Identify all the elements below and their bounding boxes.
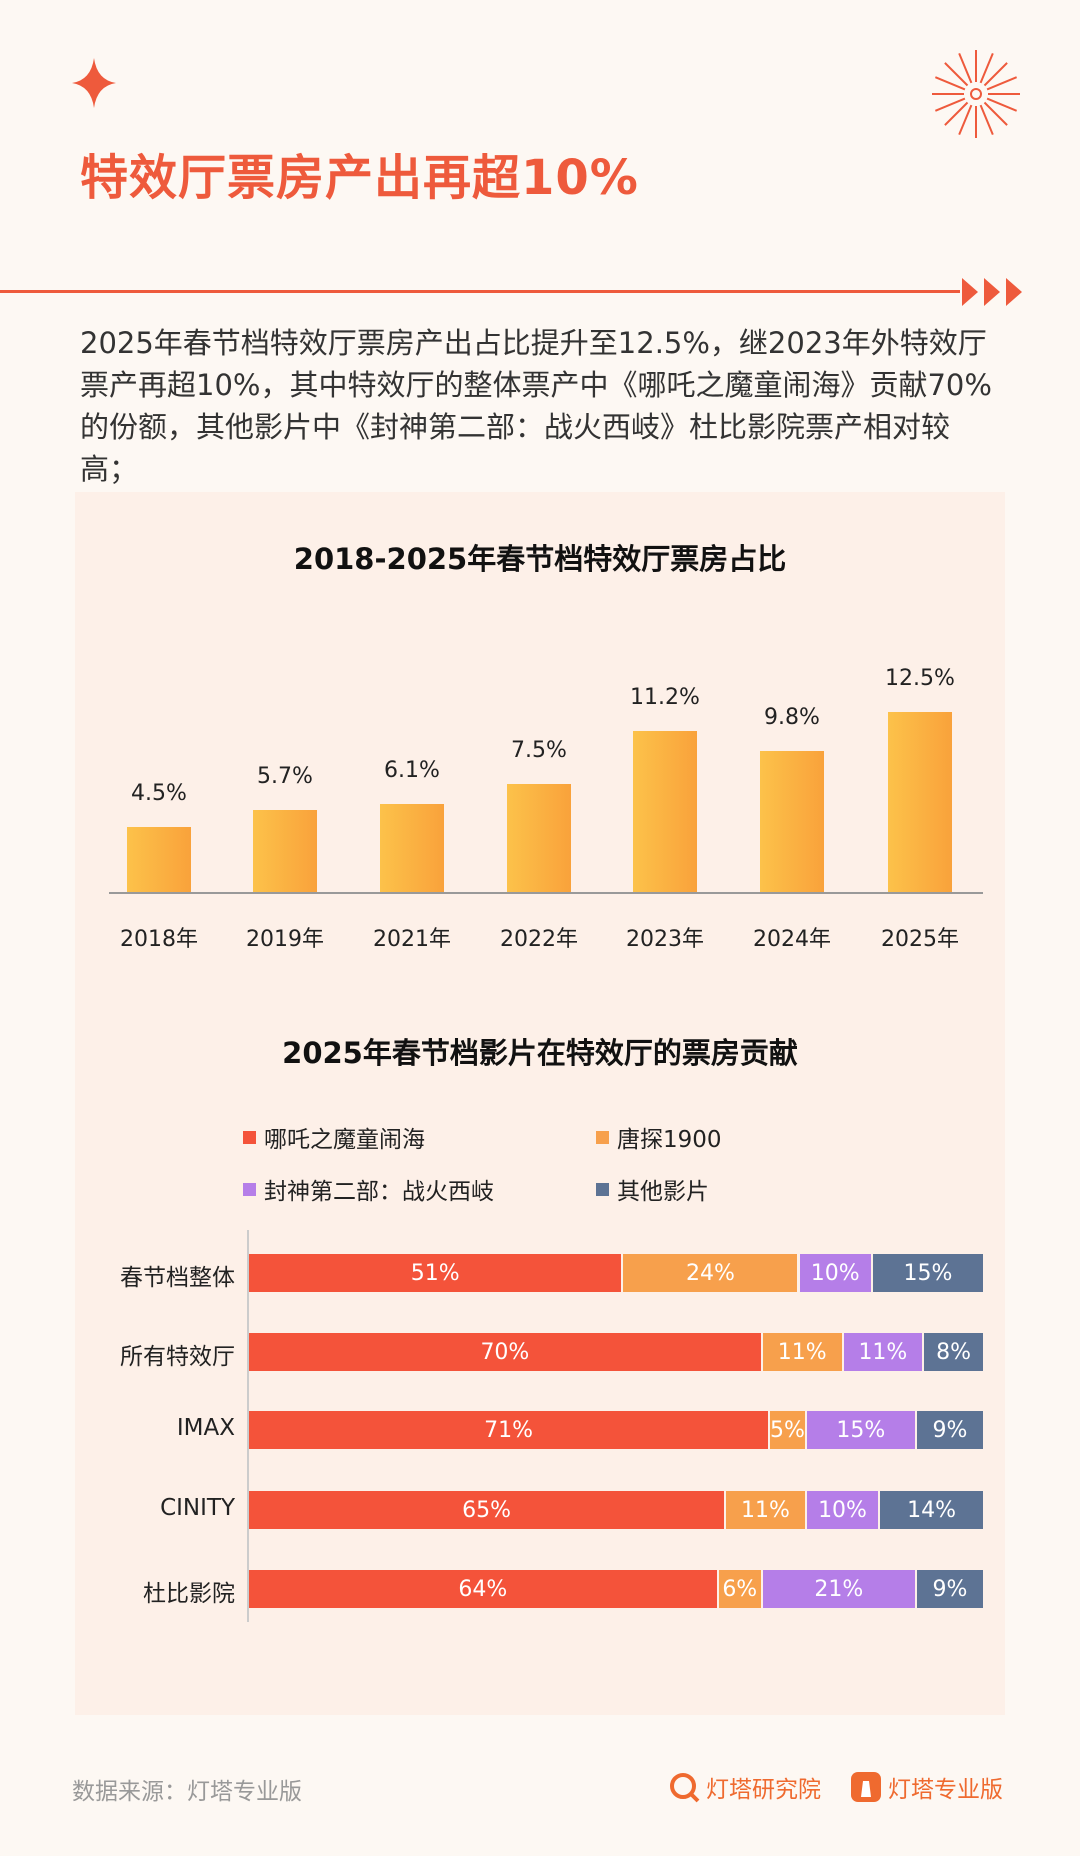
stacked-row: 71% 5% 15% 9% <box>249 1411 983 1449</box>
bar-segment: 65% <box>249 1491 727 1529</box>
x-tick-label: 2024年 <box>753 927 831 952</box>
data-label: 9.8% <box>764 704 820 730</box>
chart1-title: 2018-2025年春节档特效厅票房占比 <box>293 542 787 576</box>
x-tick-label: 2025年 <box>881 927 959 952</box>
legend-item: 封神第二部：战火西岐 <box>243 1172 494 1206</box>
data-label: 12.5% <box>885 666 955 691</box>
legend-label: 唐探1900 <box>617 1127 722 1153</box>
bar-segment: 8% <box>924 1333 983 1371</box>
bar-segment: 10% <box>799 1254 873 1292</box>
bar <box>253 809 317 892</box>
data-label: 7.5% <box>511 738 567 763</box>
data-label: 4.5% <box>131 781 187 807</box>
page-title: 特效厅票房产出再超10% <box>80 150 639 206</box>
search-logo-icon <box>670 1773 700 1803</box>
lighthouse-logo-icon <box>851 1772 881 1802</box>
x-tick-label: 2021年 <box>373 927 451 952</box>
data-label: 11.2% <box>630 684 700 710</box>
data-label: 5.7% <box>257 763 313 789</box>
bar-segment: 5% <box>770 1411 807 1449</box>
bar-segment: 24% <box>623 1254 800 1292</box>
legend-label: 封神第二部：战火西岐 <box>264 1179 494 1205</box>
bar <box>760 750 824 892</box>
brand-pro: 灯塔专业版 <box>850 1770 1003 1804</box>
bar <box>127 827 191 892</box>
source-note: 数据来源：灯塔专业版 <box>72 1779 302 1805</box>
intro-text: 2025年春节档特效厅票房产出占比提升至12.5%，继2023年外特效厅票产再超… <box>80 326 992 486</box>
divider <box>0 290 960 293</box>
row-label: 春节档整体 <box>120 1265 235 1291</box>
row-label: CINITY <box>160 1495 235 1521</box>
bar <box>507 784 571 892</box>
bar <box>380 804 444 892</box>
y-axis <box>247 1230 249 1622</box>
legend-swatch <box>243 1182 256 1196</box>
legend-swatch <box>596 1130 609 1144</box>
legend-item: 唐探1900 <box>596 1120 722 1154</box>
legend-swatch <box>596 1182 609 1196</box>
legend-label: 其他影片 <box>617 1179 709 1205</box>
x-tick-label: 2018年 <box>120 927 198 952</box>
bar-segment: 11% <box>762 1333 844 1371</box>
stacked-row: 70% 11% 11% 8% <box>249 1333 983 1371</box>
bar-segment: 11% <box>726 1491 807 1529</box>
stacked-row: 64% 6% 21% 9% <box>249 1570 983 1608</box>
bar-segment: 10% <box>806 1491 881 1529</box>
bar-segment: 9% <box>916 1411 983 1449</box>
bar-segment: 9% <box>916 1570 983 1608</box>
bar <box>633 730 697 892</box>
stacked-row: 51% 24% 10% 15% <box>249 1254 983 1292</box>
chart2-title: 2025年春节档影片在特效厅的票房贡献 <box>282 1036 798 1070</box>
bar-segment: 15% <box>806 1411 917 1449</box>
row-label: 杜比影院 <box>143 1581 235 1607</box>
brand-label: 灯塔研究院 <box>706 1777 821 1803</box>
bar-segment: 15% <box>872 1254 983 1292</box>
x-axis <box>109 892 983 894</box>
bar-segment: 51% <box>249 1254 624 1292</box>
row-label: 所有特效厅 <box>120 1344 235 1370</box>
legend-label: 哪吒之魔童闹海 <box>264 1127 425 1153</box>
bar <box>888 712 952 892</box>
bar-segment: 70% <box>249 1333 763 1371</box>
sparkle-icon <box>72 58 116 108</box>
x-tick-label: 2019年 <box>246 927 324 952</box>
x-tick-label: 2023年 <box>626 927 704 952</box>
stacked-row: 65% 11% 10% 14% <box>249 1491 983 1529</box>
bar-segment: 6% <box>718 1570 763 1608</box>
arrows-icon <box>962 278 1022 306</box>
brand-research: 灯塔研究院 <box>668 1770 821 1804</box>
bar-segment: 21% <box>762 1570 917 1608</box>
bar-segment: 64% <box>249 1570 719 1608</box>
legend-swatch <box>243 1130 256 1144</box>
x-tick-label: 2022年 <box>500 927 578 952</box>
bar-segment: 71% <box>249 1411 771 1449</box>
firework-icon <box>932 50 1020 138</box>
legend-item: 哪吒之魔童闹海 <box>243 1120 425 1154</box>
bar-segment: 14% <box>880 1491 983 1529</box>
row-label: IMAX <box>176 1415 235 1441</box>
legend-item: 其他影片 <box>596 1172 709 1206</box>
bar-segment: 11% <box>843 1333 925 1371</box>
data-label: 6.1% <box>384 758 440 784</box>
brand-label: 灯塔专业版 <box>888 1777 1003 1803</box>
